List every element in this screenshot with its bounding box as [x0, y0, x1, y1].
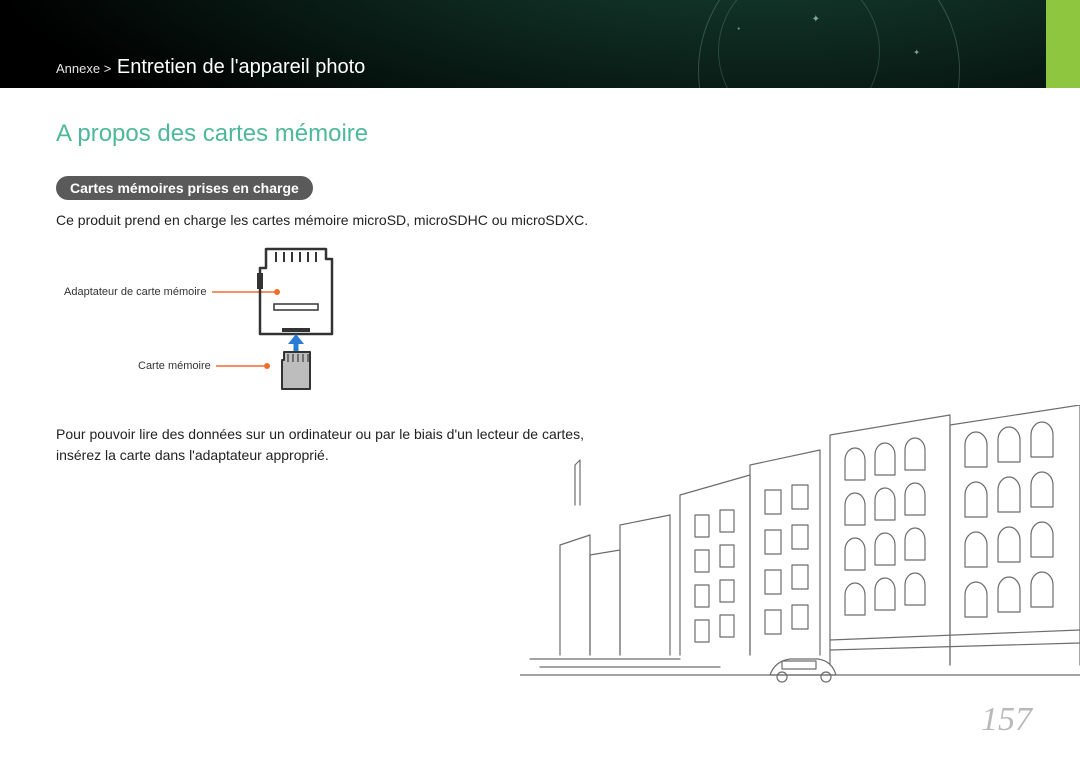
intro-paragraph: Ce produit prend en charge les cartes mé… — [56, 210, 616, 230]
sparkle-decoration: ✦ — [812, 14, 820, 25]
breadcrumb: Annexe > Entretien de l'appareil photo — [56, 56, 365, 79]
callout-adapter-label: Adaptateur de carte mémoire — [64, 286, 206, 298]
sparkle-decoration: ✦ — [913, 48, 920, 57]
sparkle-decoration: • — [738, 26, 740, 33]
memory-card-diagram: Adaptateur de carte mémoire Carte mémoir… — [56, 244, 616, 414]
sd-card-icon — [236, 244, 356, 414]
section-title: A propos des cartes mémoire — [56, 120, 616, 148]
page-header-banner: ✦ ✦ • Annexe > Entretien de l'appareil p… — [0, 0, 1080, 88]
breadcrumb-title: Entretien de l'appareil photo — [117, 56, 365, 78]
accent-stripe — [1046, 0, 1080, 88]
city-illustration — [520, 405, 1080, 705]
breadcrumb-prefix: Annexe > — [56, 61, 111, 76]
subsection-pill: Cartes mémoires prises en charge — [56, 176, 313, 200]
callout-card-label: Carte mémoire — [138, 360, 211, 372]
page-number: 157 — [981, 701, 1032, 739]
